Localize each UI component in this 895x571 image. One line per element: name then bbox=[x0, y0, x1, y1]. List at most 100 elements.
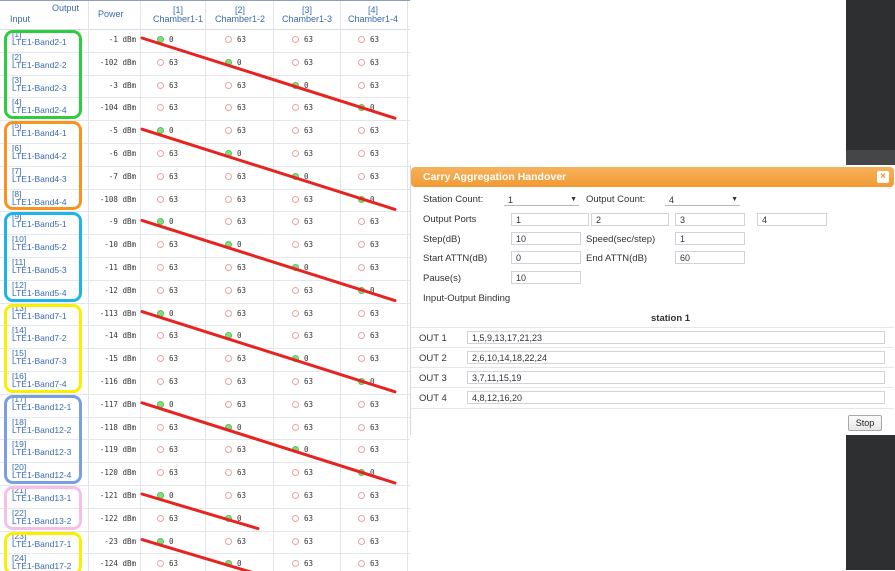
input-port-cell[interactable]: [23] LTE1-Band17-1 bbox=[0, 531, 88, 554]
attenuation-cell[interactable]: 63 bbox=[358, 531, 379, 554]
output-port-1-input[interactable]: 1 bbox=[511, 213, 589, 226]
attenuation-cell[interactable]: 63 bbox=[358, 257, 379, 280]
attenuation-cell[interactable]: 63 bbox=[358, 166, 379, 189]
attenuation-cell[interactable]: 63 bbox=[157, 348, 178, 371]
end-attn-input[interactable]: 60 bbox=[675, 251, 745, 264]
attenuation-cell[interactable]: 63 bbox=[157, 97, 178, 120]
input-port-cell[interactable]: [22] LTE1-Band13-2 bbox=[0, 508, 88, 531]
attenuation-cell[interactable]: 63 bbox=[225, 120, 246, 143]
attenuation-cell[interactable]: 63 bbox=[292, 29, 313, 52]
attenuation-cell[interactable]: 63 bbox=[157, 280, 178, 303]
input-port-cell[interactable]: [10] LTE1-Band5-2 bbox=[0, 234, 88, 257]
attenuation-cell[interactable]: 63 bbox=[225, 280, 246, 303]
input-port-cell[interactable]: [24] LTE1-Band17-2 bbox=[0, 553, 88, 571]
attenuation-cell[interactable]: 63 bbox=[225, 211, 246, 234]
start-attn-input[interactable]: 0 bbox=[511, 251, 581, 264]
attenuation-cell[interactable]: 63 bbox=[292, 189, 313, 212]
attenuation-cell[interactable]: 63 bbox=[292, 234, 313, 257]
attenuation-cell[interactable]: 63 bbox=[292, 485, 313, 508]
stop-button[interactable]: Stop bbox=[848, 415, 882, 431]
attenuation-cell[interactable]: 63 bbox=[225, 97, 246, 120]
output-count-select[interactable]: 4 ▼ bbox=[665, 194, 740, 206]
dialog-title-bar[interactable]: Carry Aggregation Handover × bbox=[411, 167, 894, 187]
attenuation-cell[interactable]: 63 bbox=[157, 166, 178, 189]
attenuation-cell[interactable]: 63 bbox=[157, 189, 178, 212]
input-port-cell[interactable]: [7] LTE1-Band4-3 bbox=[0, 166, 88, 189]
attenuation-cell[interactable]: 63 bbox=[358, 348, 379, 371]
out-binding-4-input[interactable]: 4,8,12,16,20 bbox=[467, 391, 885, 404]
attenuation-cell[interactable]: 63 bbox=[358, 439, 379, 462]
input-port-cell[interactable]: [15] LTE1-Band7-3 bbox=[0, 348, 88, 371]
attenuation-cell[interactable]: 63 bbox=[292, 211, 313, 234]
attenuation-cell[interactable]: 63 bbox=[157, 553, 178, 571]
attenuation-cell[interactable]: 63 bbox=[292, 143, 313, 166]
attenuation-cell[interactable]: 63 bbox=[292, 280, 313, 303]
attenuation-cell[interactable]: 63 bbox=[358, 417, 379, 440]
attenuation-cell[interactable]: 63 bbox=[157, 234, 178, 257]
attenuation-cell[interactable]: 63 bbox=[358, 303, 379, 326]
input-port-cell[interactable]: [2] LTE1-Band2-2 bbox=[0, 52, 88, 75]
attenuation-cell[interactable]: 63 bbox=[292, 462, 313, 485]
input-port-cell[interactable]: [18] LTE1-Band12-2 bbox=[0, 417, 88, 440]
input-port-cell[interactable]: [19] LTE1-Band12-3 bbox=[0, 439, 88, 462]
attenuation-cell[interactable]: 63 bbox=[292, 508, 313, 531]
attenuation-cell[interactable]: 63 bbox=[225, 75, 246, 98]
attenuation-cell[interactable]: 63 bbox=[225, 485, 246, 508]
input-port-cell[interactable]: [3] LTE1-Band2-3 bbox=[0, 75, 88, 98]
input-port-cell[interactable]: [12] LTE1-Band5-4 bbox=[0, 280, 88, 303]
attenuation-cell[interactable]: 63 bbox=[157, 143, 178, 166]
input-port-cell[interactable]: [14] LTE1-Band7-2 bbox=[0, 325, 88, 348]
attenuation-cell[interactable]: 63 bbox=[358, 508, 379, 531]
attenuation-cell[interactable]: 63 bbox=[225, 189, 246, 212]
attenuation-cell[interactable]: 63 bbox=[358, 211, 379, 234]
attenuation-cell[interactable]: 63 bbox=[358, 120, 379, 143]
attenuation-cell[interactable]: 63 bbox=[225, 29, 246, 52]
attenuation-cell[interactable]: 63 bbox=[225, 303, 246, 326]
input-port-cell[interactable]: [21] LTE1-Band13-1 bbox=[0, 485, 88, 508]
out-binding-2-input[interactable]: 2,6,10,14,18,22,24 bbox=[467, 351, 885, 364]
step-input[interactable]: 10 bbox=[511, 232, 581, 245]
input-port-cell[interactable]: [6] LTE1-Band4-2 bbox=[0, 143, 88, 166]
output-port-2-input[interactable]: 2 bbox=[591, 213, 669, 226]
attenuation-cell[interactable]: 63 bbox=[292, 417, 313, 440]
attenuation-cell[interactable]: 63 bbox=[225, 348, 246, 371]
input-port-cell[interactable]: [5] LTE1-Band4-1 bbox=[0, 120, 88, 143]
attenuation-cell[interactable]: 63 bbox=[358, 325, 379, 348]
attenuation-cell[interactable]: 63 bbox=[157, 325, 178, 348]
attenuation-cell[interactable]: 63 bbox=[157, 257, 178, 280]
pause-input[interactable]: 10 bbox=[511, 271, 581, 284]
attenuation-cell[interactable]: 63 bbox=[292, 97, 313, 120]
close-icon[interactable]: × bbox=[877, 171, 889, 183]
input-port-cell[interactable]: [17] LTE1-Band12-1 bbox=[0, 394, 88, 417]
output-port-4-input[interactable]: 4 bbox=[757, 213, 827, 226]
attenuation-cell[interactable]: 63 bbox=[225, 439, 246, 462]
attenuation-cell[interactable]: 63 bbox=[292, 52, 313, 75]
attenuation-cell[interactable]: 63 bbox=[157, 75, 178, 98]
input-port-cell[interactable]: [8] LTE1-Band4-4 bbox=[0, 189, 88, 212]
attenuation-cell[interactable]: 63 bbox=[292, 120, 313, 143]
input-port-cell[interactable]: [4] LTE1-Band2-4 bbox=[0, 97, 88, 120]
attenuation-cell[interactable]: 63 bbox=[157, 371, 178, 394]
attenuation-cell[interactable]: 63 bbox=[225, 166, 246, 189]
station-count-select[interactable]: 1 ▼ bbox=[504, 194, 579, 206]
attenuation-cell[interactable]: 63 bbox=[225, 257, 246, 280]
attenuation-cell[interactable]: 63 bbox=[292, 531, 313, 554]
input-port-cell[interactable]: [16] LTE1-Band7-4 bbox=[0, 371, 88, 394]
input-port-cell[interactable]: [9] LTE1-Band5-1 bbox=[0, 211, 88, 234]
input-port-cell[interactable]: [11] LTE1-Band5-3 bbox=[0, 257, 88, 280]
attenuation-cell[interactable]: 63 bbox=[225, 462, 246, 485]
out-binding-3-input[interactable]: 3,7,11,15,19 bbox=[467, 371, 885, 384]
out-binding-1-input[interactable]: 1,5,9,13,17,21,23 bbox=[467, 331, 885, 344]
attenuation-cell[interactable]: 63 bbox=[157, 417, 178, 440]
attenuation-cell[interactable]: 63 bbox=[292, 303, 313, 326]
speed-input[interactable]: 1 bbox=[675, 232, 745, 245]
attenuation-cell[interactable]: 63 bbox=[358, 553, 379, 571]
attenuation-cell[interactable]: 63 bbox=[157, 52, 178, 75]
attenuation-cell[interactable]: 63 bbox=[225, 531, 246, 554]
attenuation-cell[interactable]: 63 bbox=[292, 325, 313, 348]
attenuation-cell[interactable]: 63 bbox=[358, 234, 379, 257]
attenuation-cell[interactable]: 63 bbox=[292, 371, 313, 394]
attenuation-cell[interactable]: 63 bbox=[292, 394, 313, 417]
input-port-cell[interactable]: [13] LTE1-Band7-1 bbox=[0, 303, 88, 326]
input-port-cell[interactable]: [20] LTE1-Band12-4 bbox=[0, 462, 88, 485]
